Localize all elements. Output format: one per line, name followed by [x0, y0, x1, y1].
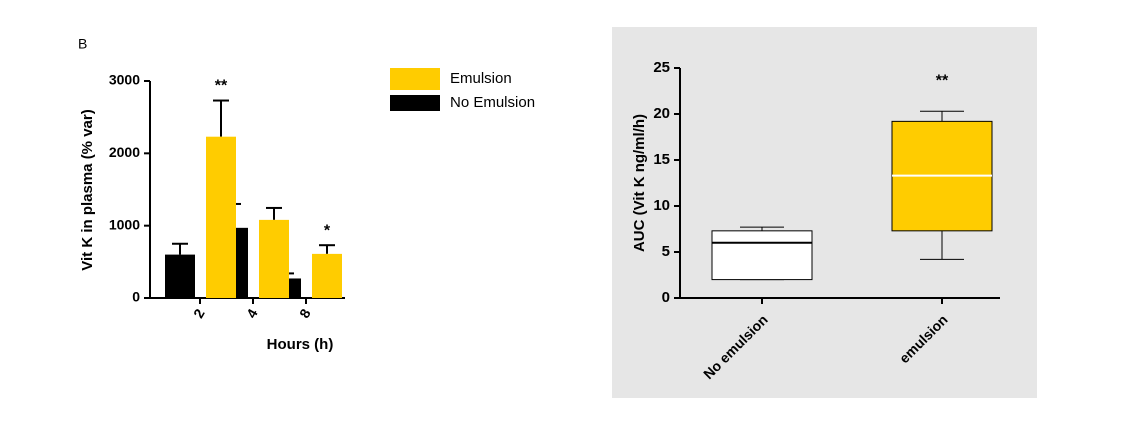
legend-swatch [390, 68, 440, 90]
y-axis-label: Vit K in plasma (% var) [79, 109, 96, 270]
y-tick-label: 3000 [109, 72, 140, 88]
y-axis-label: AUC (Vit K ng/ml/h) [631, 114, 648, 252]
legend-label: No Emulsion [450, 94, 535, 111]
legend-label: Emulsion [450, 70, 512, 87]
y-tick-label: 10 [653, 197, 670, 214]
legend-swatch [390, 95, 440, 111]
y-tick-label: 15 [653, 151, 670, 168]
y-tick-label: 2000 [109, 144, 140, 160]
significance-marker: ** [215, 78, 228, 95]
y-tick-label: 0 [132, 289, 140, 305]
bar [312, 253, 342, 298]
y-tick-label: 0 [662, 289, 670, 306]
bar [206, 136, 236, 298]
x-axis-label: Hours (h) [267, 336, 334, 353]
x-tick-label: 8 [296, 306, 314, 321]
y-tick-label: 5 [662, 243, 670, 260]
x-tick-label: 4 [243, 306, 261, 321]
panel-label: B [78, 36, 87, 52]
significance-marker: ** [936, 72, 949, 89]
y-tick-label: 25 [653, 59, 670, 76]
box [711, 230, 813, 281]
y-tick-label: 20 [653, 105, 670, 122]
bar [259, 219, 289, 298]
bar [165, 254, 195, 298]
x-tick-label: 2 [190, 306, 208, 321]
significance-marker: * [324, 222, 331, 239]
y-tick-label: 1000 [109, 216, 140, 232]
